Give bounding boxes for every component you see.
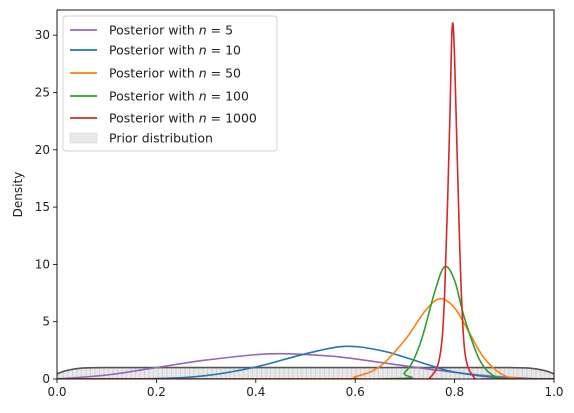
y-tick-label: 20 <box>35 143 50 157</box>
legend-swatch <box>69 132 98 144</box>
y-axis: 0 5 10 15 20 25 30 <box>35 28 57 386</box>
y-axis-label: Density <box>11 172 25 218</box>
x-tick-label: 0.8 <box>445 385 464 399</box>
legend-label: Posterior with n = 1000 <box>109 111 257 126</box>
legend-label: Posterior with n = 50 <box>109 66 241 81</box>
series-line-n-1000 <box>57 22 554 379</box>
series-line-n-100 <box>57 265 554 379</box>
prior-distribution-area <box>57 367 554 379</box>
y-tick-label: 30 <box>35 28 50 42</box>
plot-frame <box>56 9 555 380</box>
y-tick-label: 15 <box>35 200 50 214</box>
y-tick-label: 25 <box>35 86 50 100</box>
legend-item-n-100: Posterior with n = 100 <box>70 89 249 104</box>
x-tick-label: 1.0 <box>544 385 563 399</box>
x-tick-label: 0.4 <box>246 385 265 399</box>
legend-label: Prior distribution <box>109 131 213 146</box>
legend-item-n-1000: Posterior with n = 1000 <box>70 111 257 126</box>
legend-label: Posterior with n = 100 <box>109 89 249 104</box>
legend-item-n-10: Posterior with n = 10 <box>70 43 241 58</box>
series-line-n-10 <box>57 345 554 379</box>
legend-item-n-50: Posterior with n = 50 <box>70 66 241 81</box>
x-tick-label: 0.0 <box>47 385 66 399</box>
plot-area <box>57 22 554 379</box>
x-tick-label: 0.2 <box>147 385 166 399</box>
legend-box <box>62 15 278 152</box>
legend: Posterior with n = 5 Posterior with n = 1… <box>62 15 278 152</box>
legend-label: Posterior with n = 10 <box>109 43 241 58</box>
y-tick-label: 10 <box>35 257 50 271</box>
prior-distribution-line <box>57 366 554 375</box>
y-tick-label: 5 <box>42 315 50 329</box>
x-axis: 0.0 0.2 0.4 0.6 0.8 1.0 <box>47 379 564 399</box>
x-tick-label: 0.6 <box>346 385 365 399</box>
y-tick-label: 0 <box>42 372 50 386</box>
legend-item-n-5: Posterior with n = 5 <box>70 23 233 38</box>
legend-item-prior: Prior distribution <box>69 131 213 146</box>
legend-label: Posterior with n = 5 <box>109 23 233 38</box>
